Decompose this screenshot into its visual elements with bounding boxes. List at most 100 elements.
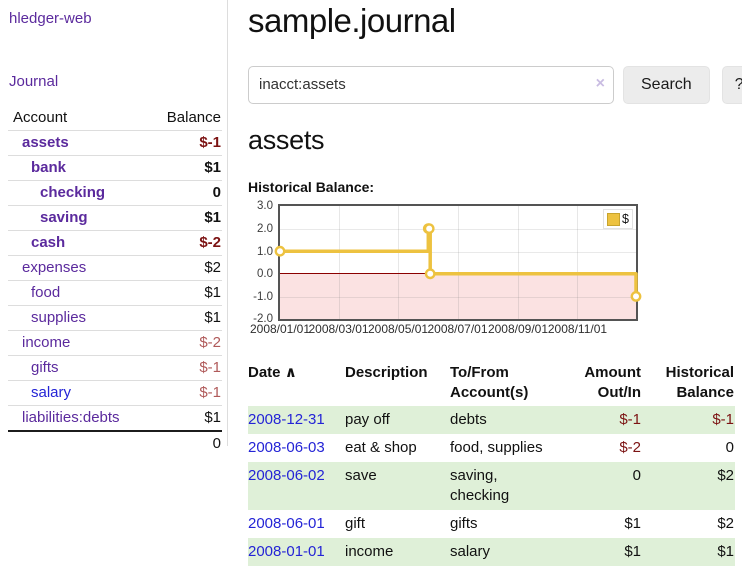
accounts-table: Account Balance assets $-1 bank $1 checking 0… — [8, 106, 222, 456]
account-balance: $-1 — [199, 384, 221, 401]
sort-ascending-icon: ∧ — [284, 364, 297, 382]
account-balance: $1 — [204, 284, 221, 301]
x-axis-tick-label: 2008/01/01 — [249, 322, 311, 337]
transaction-amount: 0 — [632, 467, 641, 485]
account-balance: $1 — [204, 209, 221, 226]
transaction-description: eat & shop — [345, 439, 417, 457]
search-form: × Search ? — [248, 65, 742, 104]
account-link-cash[interactable]: cash — [31, 234, 66, 251]
transaction-date-link[interactable]: 2008-06-03 — [248, 439, 325, 457]
chart-gridline — [280, 296, 636, 298]
balance-column-header: Historical Balance — [665, 364, 734, 402]
account-row: expenses $2 — [8, 255, 222, 281]
transaction-balance: $1 — [717, 543, 734, 561]
account-balance: $2 — [204, 259, 221, 276]
transaction-description: income — [345, 543, 394, 561]
account-balance: $-2 — [199, 234, 221, 251]
account-row: bank $1 — [8, 155, 222, 181]
account-balance: $-1 — [199, 359, 221, 376]
account-row: salary $-1 — [8, 380, 222, 406]
balance-column-header: Balance — [166, 109, 221, 126]
chart-negative-region — [280, 274, 636, 320]
help-button[interactable]: ? — [721, 65, 742, 104]
transaction-amount: $-1 — [619, 411, 641, 429]
register-table: Date ∧ Description To/From Account(s) Am… — [248, 361, 735, 567]
account-heading: assets — [248, 124, 325, 155]
transaction-row: 2008-06-01 gift gifts $1 $2 — [248, 510, 735, 538]
account-balance: $1 — [204, 159, 221, 176]
y-axis-tick-label: 0.0 — [257, 268, 273, 281]
transaction-description: save — [345, 467, 377, 485]
transaction-accounts: salary — [450, 543, 491, 561]
account-balance: $-1 — [199, 134, 221, 151]
account-column-header: Account — [13, 109, 68, 126]
account-link-assets[interactable]: assets — [22, 134, 69, 151]
chart-gridline — [338, 206, 340, 320]
account-link-income[interactable]: income — [22, 334, 71, 351]
chart-legend: $ — [603, 209, 633, 230]
transaction-date-link[interactable]: 2008-06-01 — [248, 515, 325, 533]
account-link-checking[interactable]: checking — [40, 184, 106, 201]
sidebar-item-journal[interactable]: Journal — [9, 73, 59, 90]
accounts-column-header: To/From Account(s) — [450, 364, 529, 402]
x-axis-tick-label: 2008/11/01 — [547, 322, 608, 337]
description-column-header: Description — [345, 364, 428, 382]
account-link-food[interactable]: food — [31, 284, 61, 301]
transaction-row: 2008-06-03 eat & shop food, supplies $-2 0 — [248, 434, 735, 462]
chart-data-point — [274, 246, 286, 257]
date-column-header[interactable]: Date ∧ — [248, 364, 297, 382]
y-axis-tick-label: 1.0 — [257, 245, 273, 258]
account-link-saving[interactable]: saving — [40, 209, 88, 226]
transaction-amount: $-2 — [619, 439, 641, 457]
transaction-row: 2008-01-01 income salary $1 $1 — [248, 538, 735, 567]
account-balance: 0 — [212, 184, 221, 201]
chart-x-axis-labels: 2008/01/01 2008/03/01 2008/05/01 2008/07/01… — [250, 321, 642, 337]
account-link-bank[interactable]: bank — [31, 159, 67, 176]
account-row: food $1 — [8, 280, 222, 306]
chart-data-point — [424, 268, 436, 280]
chart-data-point — [630, 291, 642, 303]
account-row: checking 0 — [8, 180, 222, 206]
account-link-expenses[interactable]: expenses — [22, 259, 87, 276]
account-link-supplies[interactable]: supplies — [31, 309, 87, 326]
y-axis-tick-label: 3.0 — [257, 200, 273, 213]
transaction-balance: $2 — [717, 515, 734, 533]
legend-label: $ — [622, 212, 629, 227]
account-row: assets $-1 — [8, 130, 222, 156]
main-content: sample.journal × Search ? assets Histori… — [228, 0, 742, 567]
search-input[interactable] — [248, 65, 614, 104]
transaction-date-link[interactable]: 2008-01-01 — [248, 543, 325, 561]
chart-gridline — [398, 206, 400, 320]
chart-data-point — [423, 223, 435, 235]
app-title-link[interactable]: hledger-web — [9, 10, 92, 27]
transaction-accounts: debts — [450, 411, 487, 429]
account-row: saving $1 — [8, 205, 222, 231]
transaction-amount: $1 — [624, 543, 641, 561]
amount-column-header: Amount Out/In — [584, 364, 641, 402]
x-axis-tick-label: 2008/09/01 — [487, 322, 548, 337]
y-axis-tick-label: -1.0 — [253, 290, 273, 303]
transaction-date-link[interactable]: 2008-06-02 — [248, 467, 325, 485]
transaction-balance: 0 — [725, 439, 734, 457]
accounts-total-value: 0 — [212, 435, 221, 452]
account-link-liabilities-debts[interactable]: liabilities:debts — [22, 409, 120, 426]
transaction-description: pay off — [345, 411, 390, 429]
chart-gridline — [280, 251, 636, 253]
chart-gridline — [457, 206, 459, 320]
transaction-accounts: gifts — [450, 515, 478, 533]
search-button[interactable]: Search — [623, 65, 710, 104]
transaction-date-link[interactable]: 2008-12-31 — [248, 411, 325, 429]
account-link-gifts[interactable]: gifts — [31, 359, 59, 376]
clear-search-icon[interactable]: × — [595, 74, 605, 92]
transaction-row: 2008-12-31 pay off debts $-1 $-1 — [248, 406, 735, 435]
account-row: gifts $-1 — [8, 355, 222, 381]
chart-plot-area: $ — [274, 204, 642, 322]
chart-y-axis-labels: 3.0 2.0 1.0 0.0 -1.0 -2.0 — [248, 200, 278, 325]
chart-series — [274, 223, 642, 303]
account-link-salary[interactable]: salary — [31, 384, 72, 401]
transaction-row: 2008-06-02 save saving, checking 0 $2 — [248, 462, 735, 511]
transaction-accounts: saving, checking — [450, 467, 510, 505]
account-row: supplies $1 — [8, 305, 222, 331]
account-balance: $1 — [204, 409, 221, 426]
historical-balance-chart: 3.0 2.0 1.0 0.0 -1.0 -2.0 $ 2008/01/01 2008/03… — [248, 200, 742, 337]
